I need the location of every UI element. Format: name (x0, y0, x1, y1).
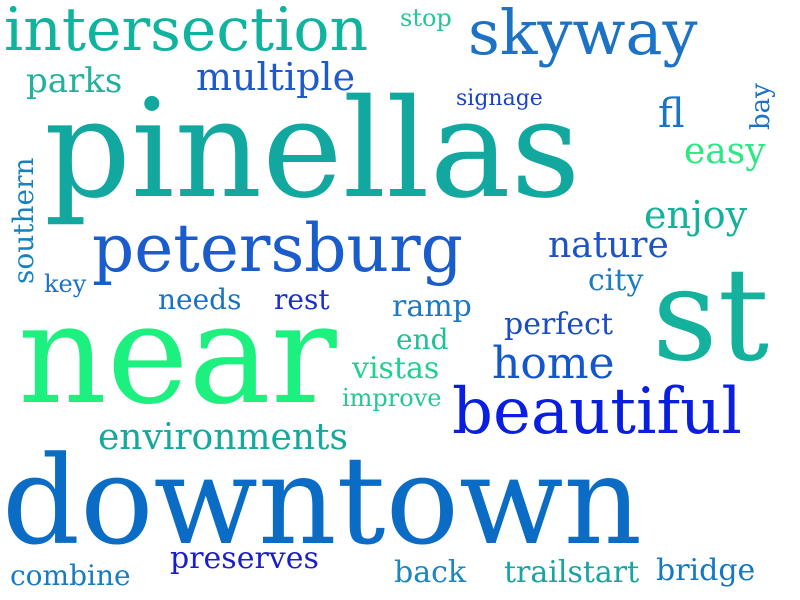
word-end: end (396, 323, 449, 356)
word-fl: fl (658, 91, 685, 137)
word-perfect: perfect (504, 307, 614, 342)
word-multiple: multiple (196, 55, 356, 99)
word-city: city (588, 263, 644, 298)
word-preserves: preserves (170, 541, 319, 576)
word-ramp: ramp (392, 289, 472, 324)
word-signage: signage (456, 86, 543, 111)
word-intersection: intersection (4, 0, 369, 65)
word-skyway: skyway (468, 0, 698, 69)
word-vistas: vistas (352, 351, 440, 386)
word-near: near (18, 274, 337, 435)
word-downtown: downtown (2, 430, 643, 572)
word-key: key (44, 270, 87, 298)
word-environments: environments (98, 417, 348, 458)
word-rest: rest (274, 283, 330, 316)
word-back: back (394, 555, 467, 590)
word-pinellas: pinellas (44, 71, 581, 229)
word-bridge: bridge (656, 553, 756, 588)
word-parks: parks (26, 61, 123, 101)
word-improve: improve (342, 384, 442, 412)
word-home: home (492, 338, 615, 389)
word-enjoy: enjoy (644, 193, 748, 237)
word-beautiful: beautiful (452, 375, 742, 449)
word-easy: easy (684, 131, 766, 172)
word-nature: nature (548, 225, 669, 266)
word-st: st (652, 241, 770, 390)
word-southern: southern (7, 157, 40, 284)
word-needs: needs (158, 283, 242, 316)
word-trailstart: trailstart (504, 555, 640, 590)
word-petersburg: petersburg (92, 210, 463, 287)
word-stop: stop (400, 4, 452, 32)
word-combine: combine (10, 559, 131, 592)
word-bay: bay (746, 83, 776, 130)
